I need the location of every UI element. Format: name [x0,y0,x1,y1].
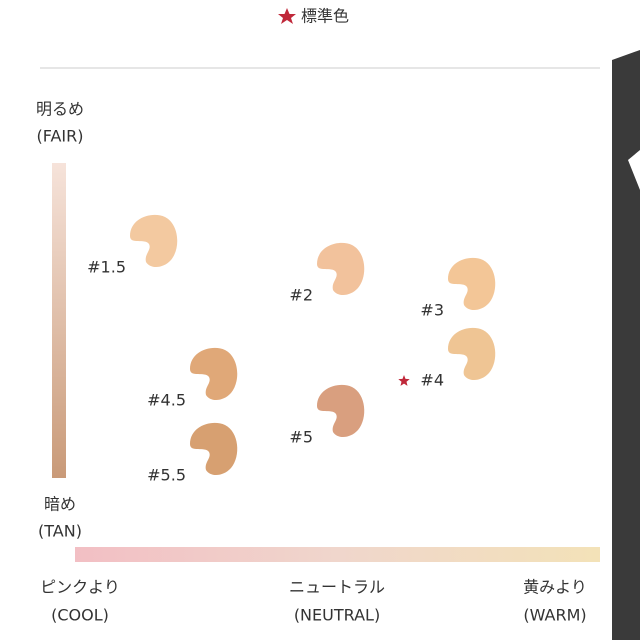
vertical-gradient [52,163,66,478]
shade-label: #5 [289,428,313,447]
shade-swatch [190,422,238,476]
shade-swatch [448,257,496,311]
axis-label: (FAIR) [37,127,84,146]
axis-label: (NEUTRAL) [294,606,380,625]
shade-label: #4.5 [147,391,186,410]
legend-star [278,8,296,24]
axis-label: 黄みより [523,578,587,597]
axis-label: (WARM) [523,606,586,625]
screen-edge-highlight [628,150,640,190]
shade-swatch [448,327,496,381]
axis-label: (TAN) [38,522,82,541]
shade-label: #5.5 [147,466,186,485]
axis-label: (COOL) [51,606,109,625]
axis-label: ニュートラル [289,578,385,597]
shade-label: #3 [420,301,444,320]
standard-star [398,375,410,386]
shade-swatch [317,384,365,438]
shade-label: #4 [420,371,444,390]
shade-swatch [317,242,365,296]
axis-label: 暗め [44,495,76,514]
shade-label: #1.5 [87,258,126,277]
axis-label: ピンクより [40,578,120,597]
legend-label: 標準色 [301,7,349,26]
shade-swatch [190,347,238,401]
axis-label: 明るめ [36,100,84,119]
screen-edge [612,50,640,640]
shade-swatch [130,214,178,268]
shade-label: #2 [289,286,313,305]
horizontal-gradient [75,547,600,562]
